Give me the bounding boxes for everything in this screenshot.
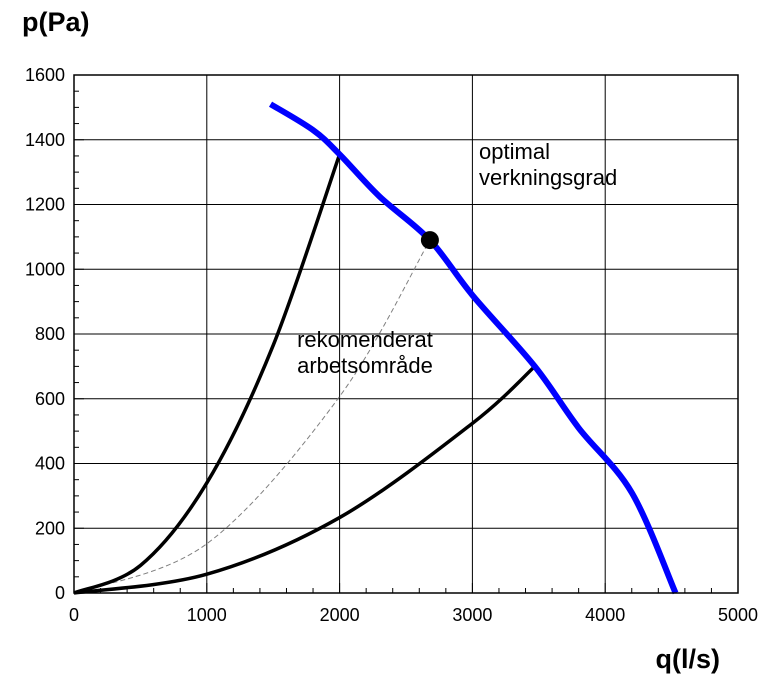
- x-tick-label: 1000: [187, 605, 227, 625]
- y-axis-title: p(Pa): [22, 7, 90, 37]
- x-tick-label: 3000: [452, 605, 492, 625]
- x-tick-label: 5000: [718, 605, 758, 625]
- y-tick-label: 1400: [25, 130, 65, 150]
- y-tick-label: 0: [55, 583, 65, 603]
- x-tick-label: 2000: [320, 605, 360, 625]
- y-tick-label: 200: [35, 518, 65, 538]
- curves: [73, 101, 679, 595]
- annotation-text: optimal: [479, 139, 550, 164]
- system-curve-lower: [73, 365, 536, 595]
- y-tick-label: 400: [35, 454, 65, 474]
- x-axis-title: q(l/s): [656, 644, 721, 674]
- grid-lines: [74, 75, 738, 593]
- annotation-text: arbetsområde: [297, 353, 433, 378]
- y-tick-label: 1600: [25, 65, 65, 85]
- y-tick-label: 1000: [25, 259, 65, 279]
- optimum-point-marker: [420, 231, 439, 250]
- system-curve-upper: [73, 153, 342, 595]
- annotation-text: rekomenderat: [297, 327, 433, 352]
- x-tick-label: 0: [69, 605, 79, 625]
- y-tick-label: 1200: [25, 195, 65, 215]
- y-tick-label: 600: [35, 389, 65, 409]
- y-tick-label: 800: [35, 324, 65, 344]
- plot-frame: [73, 74, 739, 594]
- optimum-curve-dashed: [73, 239, 431, 594]
- fan-curve: [268, 101, 679, 595]
- tick-labels: 0 1000 2000 3000 4000 5000 0 200 400 600 800 1000 12…: [25, 65, 758, 625]
- x-tick-label: 4000: [585, 605, 625, 625]
- annotation-text: verkningsgrad: [479, 165, 617, 190]
